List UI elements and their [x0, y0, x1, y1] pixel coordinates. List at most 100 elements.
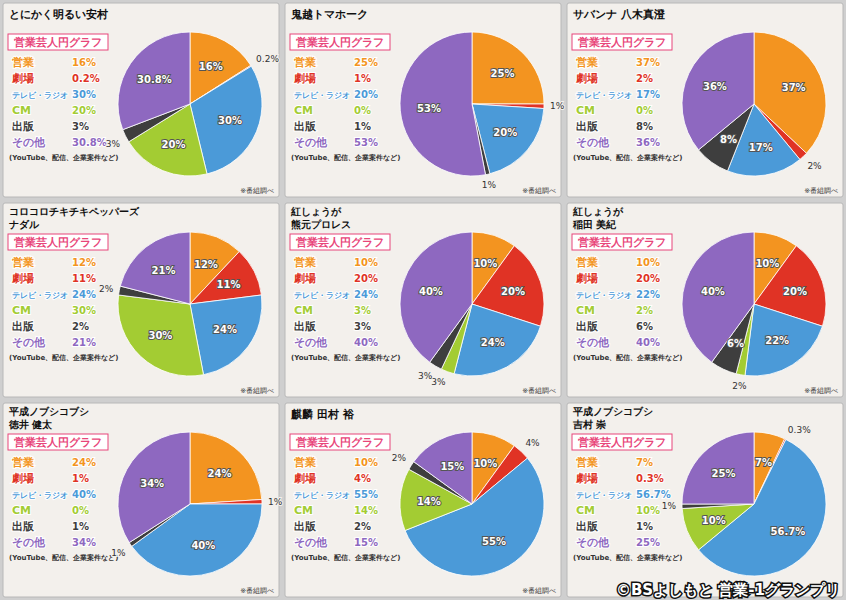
- legend-value: 10%: [354, 457, 378, 468]
- legend-value: 3%: [72, 121, 89, 132]
- annotation: ※番組調べ: [804, 387, 838, 395]
- pie-slice: [682, 504, 754, 509]
- panel-title: サバンナ 八木真澄: [573, 8, 666, 21]
- legend-label: 劇場: [575, 272, 598, 285]
- subtitle: 営業芸人円グラフ: [578, 236, 666, 249]
- subtitle-box: [8, 34, 108, 50]
- legend-value: 40%: [354, 337, 378, 348]
- legend-label: 劇場: [11, 472, 34, 485]
- footer: ©BSよしもと 営業-1グランプリ: [616, 581, 840, 599]
- legend-label: CM: [576, 104, 595, 117]
- legend-label: 営業: [294, 456, 316, 469]
- slice-label: 24%: [208, 468, 232, 479]
- legend-label: その他: [12, 536, 46, 549]
- legend-label: 営業: [294, 56, 316, 69]
- legend-label: 劇場: [575, 472, 598, 485]
- subtitle-box: [572, 34, 672, 50]
- legend-label: その他: [294, 136, 328, 149]
- legend-value: 24%: [72, 289, 96, 300]
- legend-label: 営業: [576, 56, 598, 69]
- legend-label: CM: [576, 304, 595, 317]
- slice-label: 14%: [417, 496, 441, 507]
- slice-label: 10%: [473, 458, 497, 469]
- slice-label: 10%: [473, 258, 497, 269]
- slice-label: 6%: [727, 338, 744, 349]
- legend-value: 1%: [72, 473, 89, 484]
- slice-label: 24%: [481, 337, 505, 348]
- annotation: (YouTube、配信、企業案件など): [291, 553, 400, 562]
- slice-label: 37%: [782, 82, 806, 93]
- legend-value: 2%: [72, 321, 89, 332]
- legend-label: テレビ・ラジオ: [12, 91, 68, 100]
- figure: とにかく明るい安村営業芸人円グラフ営業16%劇場0.2%テレビ・ラジオ30%CM…: [0, 0, 846, 600]
- slice-label: 30%: [218, 115, 242, 126]
- panel-bg: [3, 403, 279, 597]
- pie: [400, 32, 544, 176]
- slice-label: 36%: [703, 81, 727, 92]
- slice-label: 34%: [140, 478, 164, 489]
- slice-label: 20%: [501, 286, 525, 297]
- legend-label: その他: [12, 136, 46, 149]
- slice-label: 40%: [419, 286, 443, 297]
- slice-label: 2%: [99, 284, 114, 294]
- subtitle-box: [290, 234, 390, 250]
- subtitle: 営業芸人円グラフ: [14, 436, 102, 449]
- legend-label: その他: [576, 136, 610, 149]
- annotation: ※番組調べ: [240, 187, 274, 195]
- legend-label: 劇場: [11, 272, 34, 285]
- legend-value: 7%: [636, 457, 653, 468]
- legend-value: 34%: [72, 537, 96, 548]
- legend-value: 6%: [636, 321, 653, 332]
- legend-label: テレビ・ラジオ: [12, 291, 68, 300]
- legend-value: 0%: [636, 105, 653, 116]
- panel: 麒麟 田村 裕営業芸人円グラフ営業10%劇場4%テレビ・ラジオ55%CM14%出…: [285, 403, 561, 597]
- slice-label: 30%: [148, 330, 172, 341]
- legend-label: テレビ・ラジオ: [294, 291, 350, 300]
- slice-labels: 10%20%22%2%6%40%: [701, 258, 807, 391]
- slice-labels: 10%20%24%3%3%40%: [418, 258, 525, 387]
- subtitle-box: [572, 234, 672, 250]
- panel-title: 鬼越トマホーク: [290, 8, 368, 21]
- panel-bg: [567, 203, 843, 397]
- legend-label: 出版: [294, 320, 317, 333]
- legend-value: 14%: [354, 505, 378, 516]
- pie-slice: [682, 32, 754, 150]
- legend-value: 40%: [72, 489, 96, 500]
- slice-label: 25%: [491, 68, 515, 79]
- pie: [682, 32, 826, 176]
- panel-title: とにかく明るい安村: [9, 8, 108, 21]
- background: [0, 0, 846, 600]
- legend-label: 出版: [576, 520, 599, 533]
- legend-value: 10%: [636, 505, 660, 516]
- legend-value: 0%: [72, 505, 89, 516]
- legend-value: 30%: [72, 305, 96, 316]
- legend-label: テレビ・ラジオ: [576, 291, 632, 300]
- panel: 紅しょうが稲田 美紀営業芸人円グラフ営業10%劇場20%テレビ・ラジオ22%CM…: [567, 203, 843, 397]
- slice-label: 11%: [217, 279, 241, 290]
- legend-value: 55%: [354, 489, 378, 500]
- legend-value: 20%: [72, 105, 96, 116]
- panel: 平成ノブシコブシ徳井 健太営業芸人円グラフ営業24%劇場1%テレビ・ラジオ40%…: [3, 403, 283, 597]
- legend-label: CM: [12, 304, 31, 317]
- annotation: ※番組調べ: [240, 587, 274, 595]
- annotation: (YouTube、配信、企業案件など): [573, 553, 682, 562]
- slice-label: 3%: [431, 377, 446, 387]
- annotation: ※番組調べ: [522, 587, 556, 595]
- legend-label: テレビ・ラジオ: [294, 491, 350, 500]
- legend-value: 30%: [72, 89, 96, 100]
- slice-label: 2%: [807, 161, 822, 171]
- legend-value: 1%: [636, 521, 653, 532]
- legend-value: 4%: [354, 473, 371, 484]
- annotation: (YouTube、配信、企業案件など): [9, 153, 118, 162]
- legend-label: 営業: [12, 456, 34, 469]
- legend-label: 劇場: [293, 72, 316, 85]
- slice-label: 12%: [194, 259, 218, 270]
- subtitle: 営業芸人円グラフ: [296, 436, 384, 449]
- slice-label: 3%: [106, 139, 121, 149]
- annotation: ※番組調べ: [804, 187, 838, 195]
- annotation: (YouTube、配信、企業案件など): [573, 353, 682, 362]
- legend-value: 25%: [636, 537, 660, 548]
- legend-label: CM: [294, 304, 313, 317]
- legend-value: 37%: [636, 57, 660, 68]
- slice-labels: 37%2%17%8%36%: [703, 81, 822, 171]
